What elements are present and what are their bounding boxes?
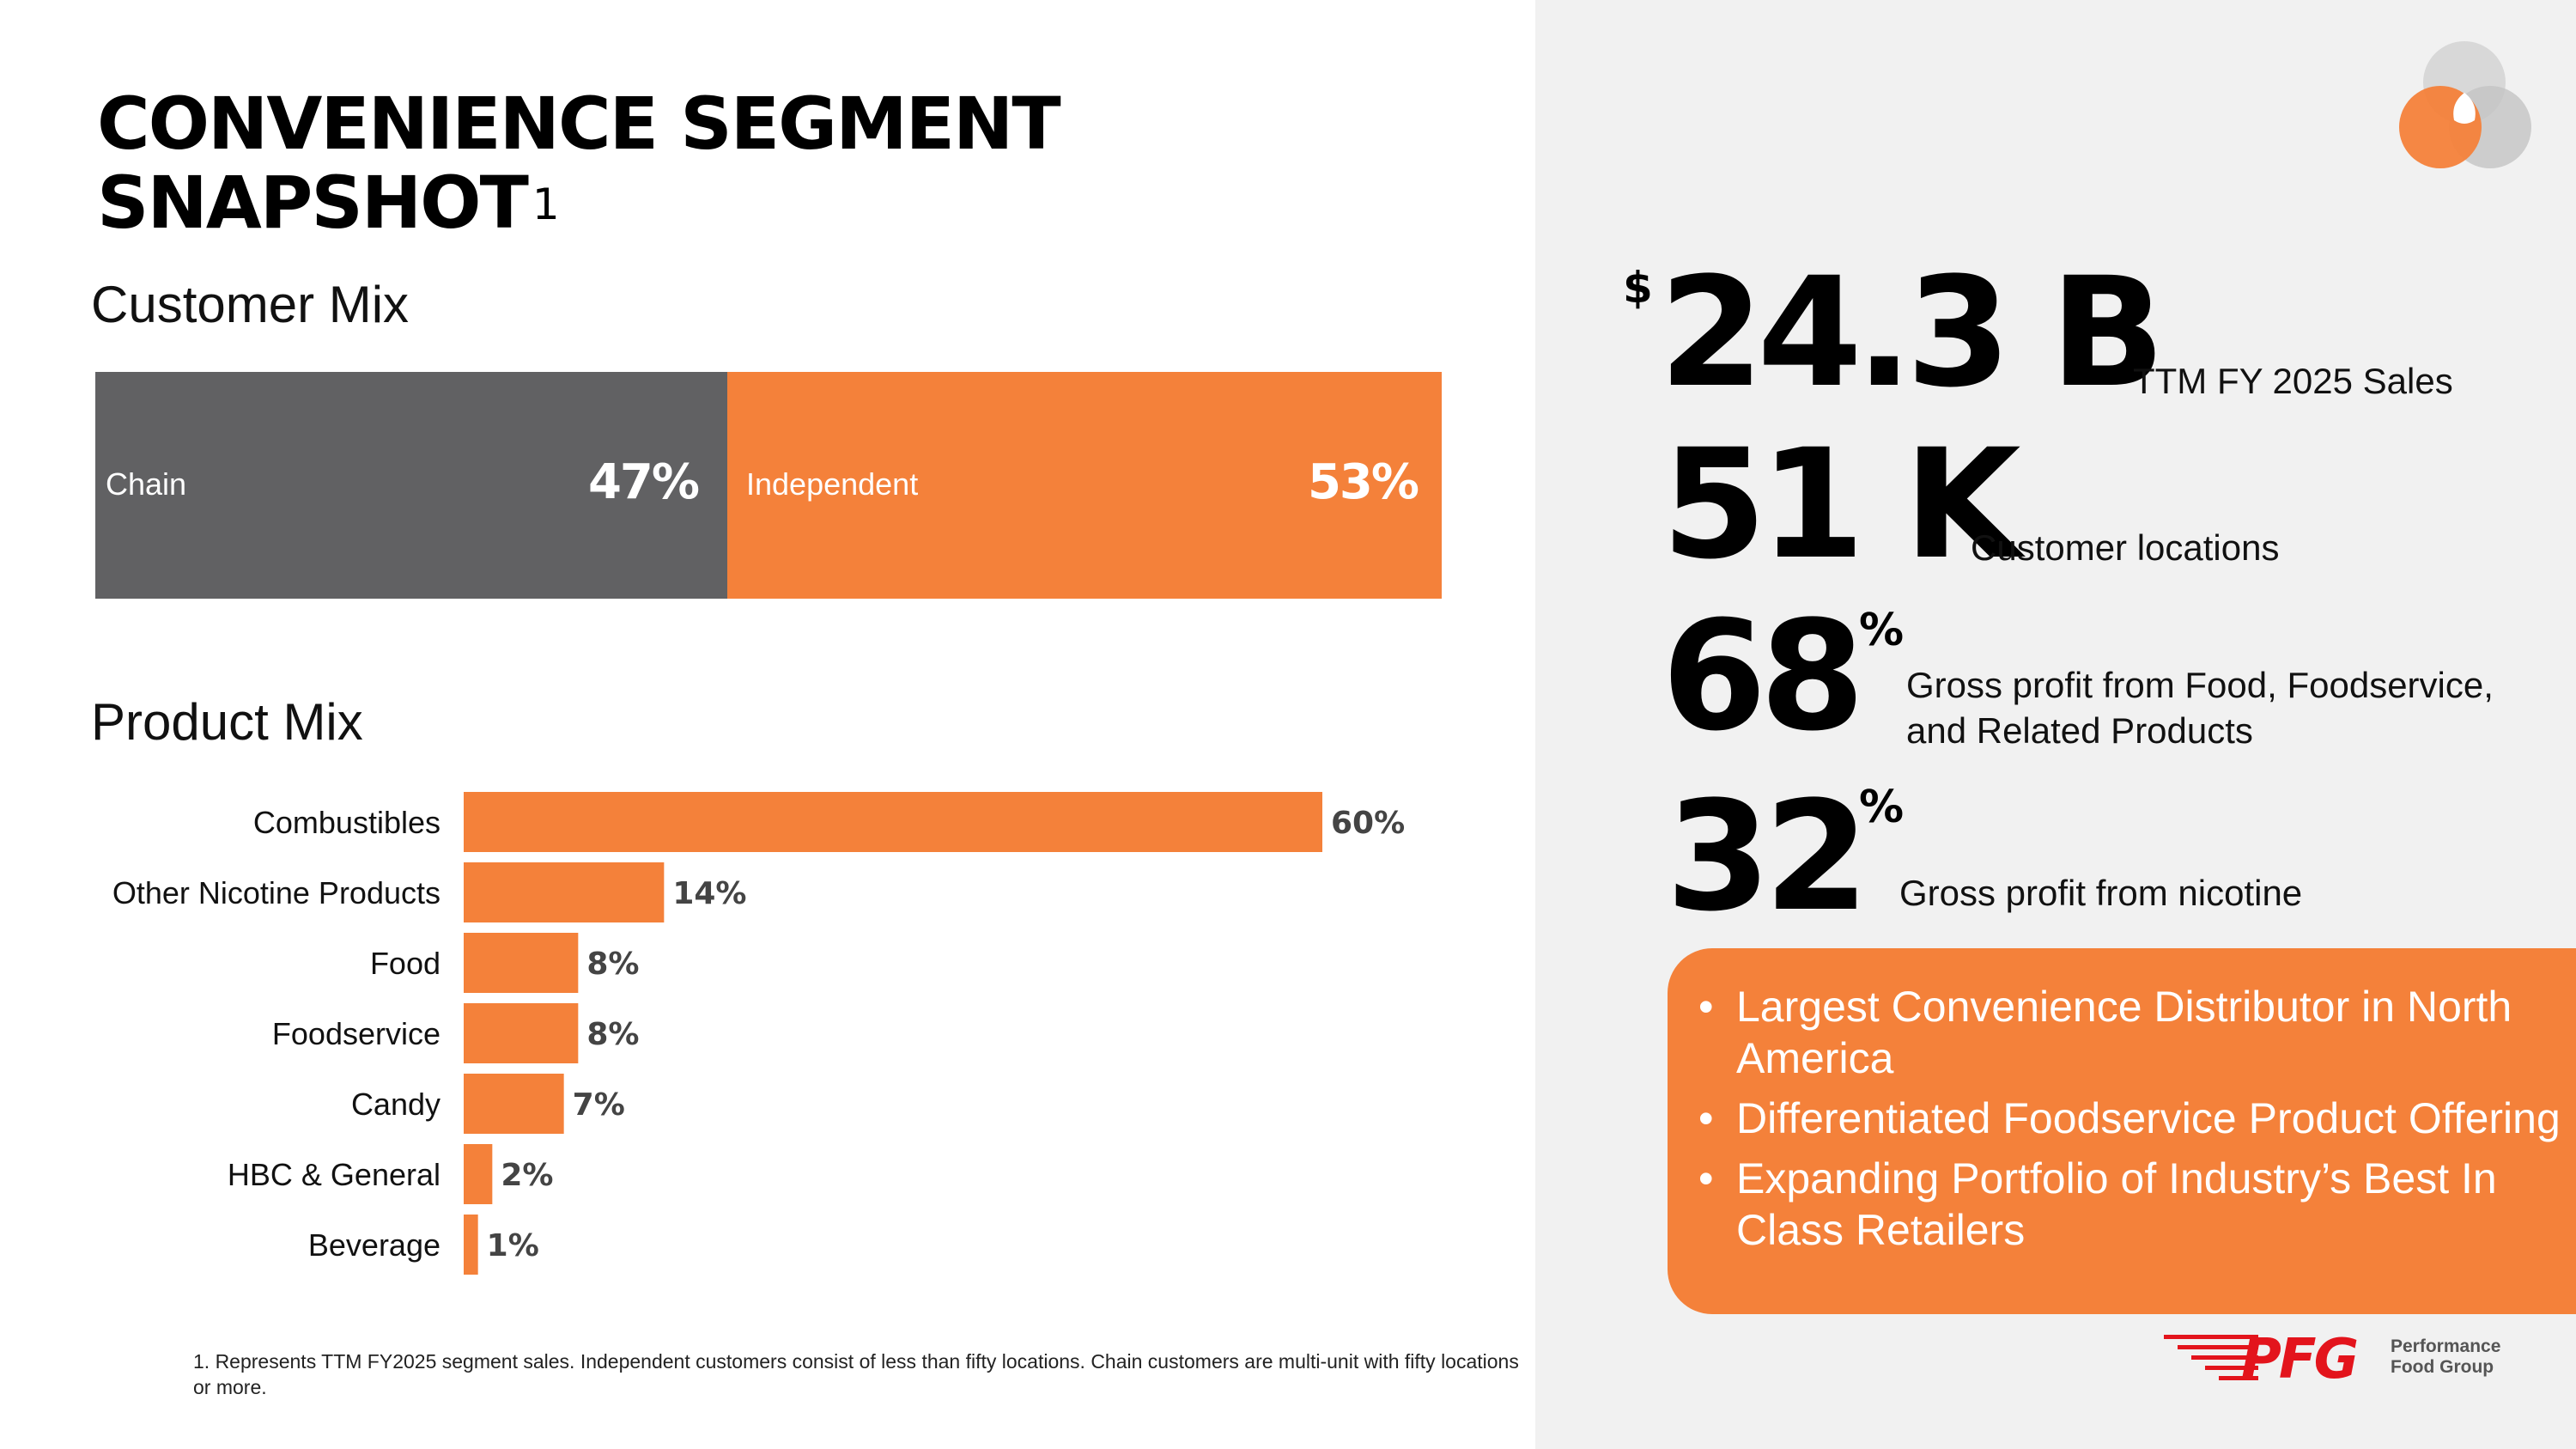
title-line-2-text: SNAPSHOT — [97, 161, 529, 245]
customer-mix-heading: Customer Mix — [91, 276, 410, 333]
category-label: Other Nicotine Products — [112, 875, 440, 910]
pfg-tagline-line-1: Performance — [2391, 1336, 2501, 1356]
title-footnote-marker: 1 — [532, 180, 560, 229]
product-mix-heading: Product Mix — [91, 693, 363, 751]
customer-segment-chain: Chain 47% — [95, 372, 727, 599]
category-label: Beverage — [308, 1227, 440, 1263]
independent-value: 53% — [1307, 454, 1419, 510]
bar-value-label: 14% — [672, 876, 746, 911]
pfg-tagline: Performance Food Group — [2391, 1336, 2528, 1378]
stat-sales-currency: $ — [1623, 263, 1653, 313]
product-mix-chart: Combustibles 60% Other Nicotine Products 14… — [112, 792, 1405, 1275]
brand-circles-icon — [2399, 41, 2531, 168]
highlight-item: Differentiated Foodservice Product Offer… — [1698, 1093, 2569, 1144]
highlights-callout: Largest Convenience Distributor in North… — [1668, 948, 2576, 1314]
stat-food-gp-unit: % — [1859, 605, 1905, 656]
category-label: HBC & General — [228, 1157, 440, 1192]
product-bar — [464, 862, 665, 922]
stat-food-gp-value: 68 — [1662, 588, 1865, 764]
product-bar — [464, 1003, 579, 1063]
category-label: Food — [370, 946, 440, 981]
stat-food-gp-label-2: and Related Products — [1906, 710, 2253, 751]
pfg-wordmark: PFG — [2241, 1328, 2359, 1391]
stat-sales-label: TTM FY 2025 Sales — [2133, 361, 2453, 401]
category-label: Foodservice — [272, 1016, 440, 1051]
highlight-item: Expanding Portfolio of Industry’s Best I… — [1698, 1153, 2569, 1256]
stat-nicotine-gp-value: 32 — [1666, 769, 1869, 945]
stat-locations-label: Customer locations — [1971, 527, 2280, 568]
bar-value-label: 8% — [586, 1017, 639, 1052]
pfg-logo: PFG Performance Food Group — [2164, 1324, 2524, 1393]
chain-value: 47% — [587, 454, 700, 510]
bar-value-label: 8% — [586, 947, 639, 982]
footnote: 1. Represents TTM FY2025 segment sales. … — [193, 1350, 1519, 1398]
customer-mix-bar: Chain 47% Independent 53% — [95, 372, 1442, 599]
product-bar — [464, 1074, 564, 1134]
stat-nicotine-gp-label: Gross profit from nicotine — [1899, 873, 2303, 913]
chain-label: Chain — [106, 466, 187, 502]
customer-segment-independent: Independent 53% — [727, 372, 1442, 599]
bar-value-label: 7% — [573, 1087, 625, 1123]
highlight-item: Largest Convenience Distributor in North… — [1698, 981, 2569, 1084]
title-line-2: SNAPSHOT 1 — [97, 163, 1060, 242]
stat-nicotine-gp-unit: % — [1859, 782, 1905, 833]
stat-food-gp-label-1: Gross profit from Food, Foodservice, — [1906, 665, 2494, 705]
page-title: CONVENIENCE SEGMENT SNAPSHOT 1 — [97, 82, 1061, 242]
stat-sales-value: 24.3 B — [1659, 245, 2166, 421]
title-line-1: CONVENIENCE SEGMENT — [97, 82, 1061, 166]
product-bar — [464, 792, 1322, 852]
stat-locations-value: 51 K — [1662, 417, 2021, 593]
product-bar — [464, 1144, 493, 1204]
bar-value-label: 2% — [501, 1158, 553, 1193]
product-bar — [464, 1215, 478, 1275]
category-label: Combustibles — [253, 805, 440, 840]
independent-label: Independent — [746, 466, 919, 502]
pfg-tagline-line-2: Food Group — [2391, 1357, 2494, 1377]
product-bar — [464, 933, 579, 993]
bar-value-label: 60% — [1331, 806, 1405, 841]
category-label: Candy — [351, 1087, 440, 1122]
highlights-list: Largest Convenience Distributor in North… — [1668, 948, 2576, 1256]
bar-value-label: 1% — [487, 1228, 539, 1263]
